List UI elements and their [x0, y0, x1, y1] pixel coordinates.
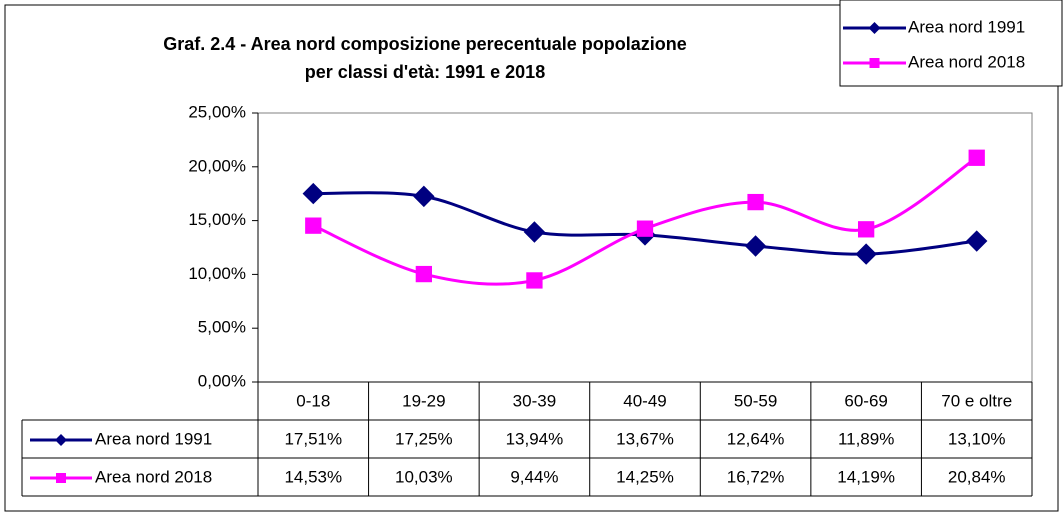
legend-marker: [868, 22, 881, 34]
table-value: 20,84%: [948, 467, 1006, 486]
table-value: 16,72%: [727, 467, 785, 486]
marker: [855, 243, 877, 265]
x-tick-label: 50-59: [734, 391, 777, 410]
x-tick-label: 30-39: [513, 391, 556, 410]
table-value: 17,51%: [284, 429, 342, 448]
y-tick-label: 10,00%: [188, 264, 246, 283]
x-tick-label: 40-49: [623, 391, 666, 410]
table-value: 13,67%: [616, 429, 674, 448]
table-value: 10,03%: [395, 467, 453, 486]
table-value: 14,19%: [837, 467, 895, 486]
marker: [747, 193, 764, 211]
legend-marker: [56, 473, 66, 483]
marker: [857, 221, 875, 238]
legend-marker: [55, 434, 67, 446]
y-tick-label: 15,00%: [188, 210, 246, 229]
table-value: 14,25%: [616, 467, 674, 486]
table-value: 9,44%: [510, 467, 558, 486]
x-tick-label: 60-69: [844, 391, 887, 410]
y-tick-label: 0,00%: [198, 371, 246, 390]
marker: [526, 272, 543, 289]
marker: [744, 235, 767, 257]
legend-marker: [869, 58, 880, 68]
x-tick-label: 70 e oltre: [941, 391, 1012, 410]
table-value: 14,53%: [284, 467, 342, 486]
table-value: 13,94%: [506, 429, 564, 448]
legend: [839, 0, 1063, 87]
x-tick-label: 0-18: [296, 391, 330, 410]
marker: [305, 217, 322, 234]
table-value: 17,25%: [395, 429, 453, 448]
table-value: 11,89%: [838, 429, 894, 448]
marker: [413, 185, 435, 208]
x-tick-label: 19-29: [402, 391, 445, 410]
marker: [636, 220, 654, 237]
legend-label: Area nord 1991: [908, 17, 1025, 36]
legend-label: Area nord 2018: [908, 52, 1025, 71]
marker: [302, 182, 324, 205]
chart-title: Graf. 2.4 - Area nord composizione perec…: [163, 34, 686, 54]
table-series-name: Area nord 2018: [95, 467, 212, 486]
marker: [415, 265, 433, 283]
y-tick-label: 5,00%: [198, 318, 246, 337]
table-value: 12,64%: [727, 429, 785, 448]
chart-border: [4, 4, 1059, 512]
marker: [966, 230, 988, 252]
marker: [523, 221, 546, 243]
marker: [968, 149, 985, 166]
y-tick-label: 20,00%: [188, 156, 246, 175]
chart-title: per classi d'età: 1991 e 2018: [305, 62, 545, 82]
table-series-name: Area nord 1991: [95, 429, 212, 448]
y-tick-label: 25,00%: [188, 102, 246, 121]
table-value: 13,10%: [948, 429, 1006, 448]
